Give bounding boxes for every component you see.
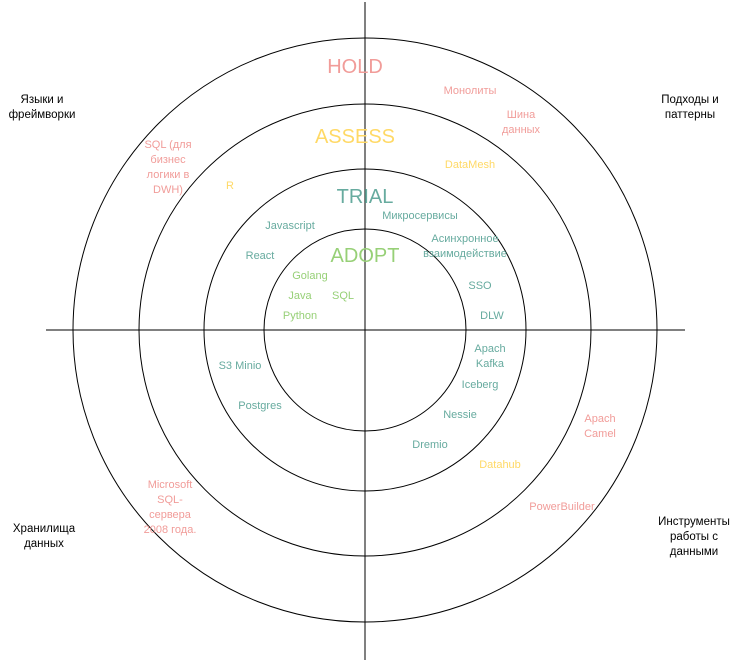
text-line: Javascript (265, 220, 315, 232)
quadrant-label-storage: Хранилища данных (13, 523, 76, 550)
item-mssql: Microsoft SQL-сервера 2008 года. (144, 479, 197, 536)
text-line: Хранилища (13, 523, 76, 535)
text-line: Монолиты (444, 85, 497, 97)
text-line: Dremio (412, 439, 447, 451)
text-line: DataMesh (445, 159, 495, 171)
text-line: Iceberg (462, 379, 499, 391)
item-react: React (246, 250, 275, 262)
item-python: Python (283, 310, 317, 322)
text-line: DWH) (153, 184, 183, 196)
item-powerbuilder: PowerBuilder (529, 501, 595, 513)
ring-label-assess: ASSESS (315, 126, 395, 148)
text-line: Datahub (479, 459, 521, 471)
text-line: Асинхронное (431, 233, 498, 245)
quadrant-label-data-tools: Инструменты работы с данными (658, 516, 730, 558)
text-line: PowerBuilder (529, 501, 595, 513)
text-line: 2008 года. (144, 524, 197, 536)
text-line: React (246, 250, 275, 262)
text-line: бизнес (150, 154, 186, 166)
text-line: сервера (149, 509, 192, 521)
text-line: паттерны (665, 109, 715, 121)
quadrant-label-languages: Языки и фреймворки (9, 94, 76, 121)
text-line: фреймворки (9, 109, 76, 121)
text-line: работы с (670, 531, 718, 543)
text-line: SQL- (157, 494, 183, 506)
text-line: DLW (480, 310, 504, 322)
text-line: Apach (474, 343, 505, 355)
text-line: данных (502, 124, 541, 136)
item-apache-camel: Apach Camel (584, 413, 616, 440)
text-line: Инструменты (658, 516, 730, 528)
item-dremio: Dremio (412, 439, 447, 451)
text-line: данными (670, 546, 718, 558)
text-line: взаимодействие (423, 248, 507, 260)
item-java: Java (288, 290, 312, 302)
item-datahub: Datahub (479, 459, 521, 471)
text-line: Java (288, 290, 312, 302)
item-async: Асинхронное взаимодействие (423, 233, 507, 260)
text-line: данных (24, 538, 64, 550)
item-microservices: Микросервисы (382, 210, 458, 222)
item-javascript: Javascript (265, 220, 315, 232)
item-s3-minio: S3 Minio (219, 360, 262, 372)
quadrant-label-approaches: Подходы и паттерны (661, 94, 718, 121)
ring-label-adopt: ADOPT (331, 245, 400, 267)
item-datamesh: DataMesh (445, 159, 495, 171)
item-sql: SQL (332, 290, 354, 302)
item-iceberg: Iceberg (462, 379, 499, 391)
text-line: SSO (468, 280, 492, 292)
item-nessie: Nessie (443, 409, 477, 421)
text-line: логики в (147, 169, 190, 181)
text-line: Языки и (21, 94, 64, 106)
item-postgres: Postgres (238, 400, 282, 412)
item-r: R (226, 180, 234, 192)
item-dlw: DLW (480, 310, 504, 322)
item-kafka: Apach Kafka (474, 343, 505, 370)
ring-label-hold: HOLD (327, 56, 383, 78)
text-line: SQL (для (144, 139, 191, 151)
text-line: Microsoft (148, 479, 193, 491)
text-line: Python (283, 310, 317, 322)
item-monoliths: Монолиты (444, 85, 497, 97)
item-data-bus: Шина данных (502, 109, 541, 136)
text-line: R (226, 180, 234, 192)
text-line: Подходы и (661, 94, 718, 106)
text-line: Микросервисы (382, 210, 458, 222)
text-line: Apach (584, 413, 615, 425)
text-line: Postgres (238, 400, 282, 412)
text-line: S3 Minio (219, 360, 262, 372)
text-line: Golang (292, 270, 327, 282)
text-line: Kafka (476, 358, 505, 370)
text-line: Camel (584, 428, 616, 440)
item-sso: SSO (468, 280, 492, 292)
ring-label-trial: TRIAL (337, 186, 394, 208)
text-line: Шина (507, 109, 536, 121)
item-golang: Golang (292, 270, 327, 282)
text-line: Nessie (443, 409, 477, 421)
item-sql-dwh: SQL (для бизнес логики в DWH) (144, 139, 191, 196)
text-line: SQL (332, 290, 354, 302)
